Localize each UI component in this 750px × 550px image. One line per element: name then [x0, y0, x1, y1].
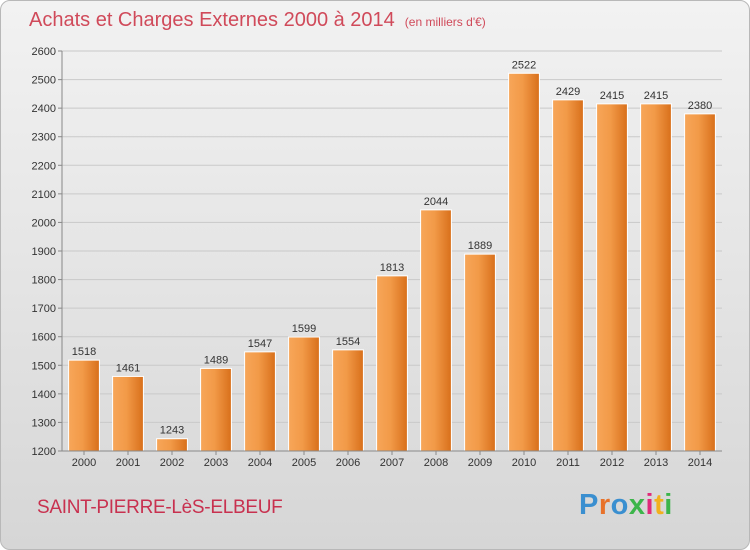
data-label-2011: 2429: [556, 86, 580, 98]
y-tick-label: 1900: [32, 246, 56, 258]
x-tick-label-2000: 2000: [72, 457, 96, 469]
bar-2014: [684, 113, 716, 452]
chart-title: Achats et Charges Externes 2000 à 2014: [29, 9, 395, 31]
y-tick-label: 2100: [32, 189, 56, 201]
brand-letter: P: [579, 489, 599, 521]
data-label-2004: 1547: [248, 338, 272, 350]
bar-2004: [244, 351, 276, 452]
brand-letter: r: [598, 489, 611, 521]
data-labels: 1518 1461 1243 1489 1547 1599 1554 1813 2044 1889…: [72, 59, 712, 436]
y-tick-label: 2600: [32, 46, 56, 58]
x-tick-label-2013: 2013: [644, 457, 668, 469]
data-label-2005: 1599: [292, 323, 316, 335]
brand-letter: x: [628, 489, 646, 521]
bar-2003: [200, 367, 232, 452]
x-tick-label-2007: 2007: [380, 457, 404, 469]
y-tick-label: 1500: [32, 360, 56, 372]
y-tick-label: 1700: [32, 303, 56, 315]
title-line: Achats et Charges Externes 2000 à 2014 (e…: [29, 9, 486, 32]
y-tick-label: 1300: [32, 417, 56, 429]
x-tick-label-2003: 2003: [204, 457, 228, 469]
brand-letter: t: [654, 489, 665, 521]
x-tick-label-2014: 2014: [688, 457, 712, 469]
y-tick-label: 2200: [32, 160, 56, 172]
x-tick-label-2002: 2002: [160, 457, 184, 469]
y-tick-label: 2500: [32, 75, 56, 87]
bar-2006: [332, 349, 364, 452]
brand-letter: o: [610, 489, 629, 521]
bar-2002: [156, 438, 188, 452]
bar-2001: [112, 375, 144, 452]
chart-subtitle: (en milliers d'€): [404, 15, 486, 29]
data-label-2010: 2522: [512, 59, 536, 71]
bar-2012: [596, 103, 628, 452]
y-tick-label: 2400: [32, 103, 56, 115]
x-tick-label-2011: 2011: [556, 457, 580, 469]
bar-2009: [464, 253, 496, 452]
x-tick-label-2009: 2009: [468, 457, 492, 469]
bar-2013: [640, 103, 672, 452]
brand-letter: i: [664, 489, 673, 521]
y-tick-label: 2000: [32, 217, 56, 229]
x-tick-label-2008: 2008: [424, 457, 448, 469]
commune-name: SAINT-PIERRE-LèS-ELBEUF: [37, 497, 283, 518]
data-label-2013: 2415: [644, 90, 668, 102]
data-label-2000: 1518: [72, 346, 96, 358]
y-tick-label: 1800: [32, 275, 56, 287]
bar-2005: [288, 336, 320, 452]
data-label-2007: 1813: [380, 262, 404, 274]
data-label-2014: 2380: [688, 100, 712, 112]
y-tick-label: 1400: [32, 389, 56, 401]
x-tick-label-2005: 2005: [292, 457, 316, 469]
x-tick-label-2001: 2001: [116, 457, 140, 469]
y-tick-label: 1600: [32, 332, 56, 344]
data-label-2006: 1554: [336, 336, 360, 348]
bar-2007: [376, 275, 408, 452]
y-tick-label: 2300: [32, 132, 56, 144]
data-label-2012: 2415: [600, 90, 624, 102]
bar-2010: [508, 72, 540, 452]
bar-2011: [552, 99, 584, 452]
bar-2008: [420, 209, 452, 452]
bar-2000: [68, 359, 100, 452]
x-tick-label-2004: 2004: [248, 457, 272, 469]
data-label-2009: 1889: [468, 240, 492, 252]
data-label-2008: 2044: [424, 196, 448, 208]
x-tick-label-2010: 2010: [512, 457, 536, 469]
bars: [68, 72, 716, 452]
brand-letter: i: [645, 489, 655, 521]
y-tick-label: 1200: [32, 446, 56, 458]
axes: 1200 1300 1400 1500 1600 1700 1800 1900 2000 2100…: [32, 46, 722, 469]
data-label-2001: 1461: [116, 362, 140, 374]
proxiti-logo: Proxiti: [579, 489, 673, 522]
data-label-2002: 1243: [160, 425, 184, 437]
data-label-2003: 1489: [204, 354, 228, 366]
x-tick-label-2006: 2006: [336, 457, 360, 469]
x-tick-label-2012: 2012: [600, 457, 624, 469]
